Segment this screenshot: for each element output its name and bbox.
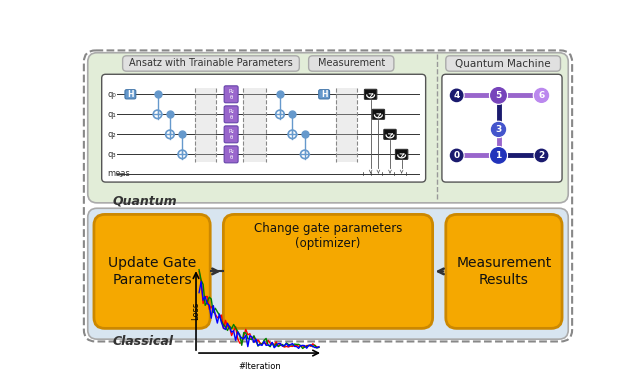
Text: Change gate parameters
(optimizer): Change gate parameters (optimizer) [254, 222, 402, 250]
Text: Measurement
Results: Measurement Results [456, 256, 552, 286]
FancyBboxPatch shape [224, 86, 238, 103]
Circle shape [491, 88, 506, 103]
Text: Quantum Machine: Quantum Machine [455, 59, 551, 69]
Text: Loss: Loss [191, 301, 200, 320]
FancyBboxPatch shape [224, 126, 238, 143]
FancyBboxPatch shape [84, 50, 572, 341]
FancyBboxPatch shape [364, 89, 377, 99]
FancyBboxPatch shape [102, 74, 426, 182]
Circle shape [490, 121, 507, 137]
Text: Ansatz with Trainable Parameters: Ansatz with Trainable Parameters [129, 59, 293, 69]
Text: H: H [321, 90, 328, 99]
Text: 4: 4 [454, 91, 460, 100]
Text: 6: 6 [538, 91, 545, 100]
Text: q₂: q₂ [107, 130, 116, 139]
Text: H: H [127, 90, 134, 99]
Text: Quantum: Quantum [113, 194, 177, 208]
FancyBboxPatch shape [372, 109, 385, 120]
Bar [195, 88, 216, 162]
Text: Classical: Classical [113, 335, 173, 348]
FancyBboxPatch shape [224, 106, 238, 123]
Circle shape [492, 123, 506, 136]
Text: 1: 1 [119, 173, 123, 178]
FancyBboxPatch shape [396, 149, 408, 159]
FancyBboxPatch shape [446, 215, 562, 328]
Text: R₂
θ: R₂ θ [228, 129, 234, 140]
FancyBboxPatch shape [442, 74, 562, 182]
Circle shape [490, 147, 508, 164]
FancyBboxPatch shape [88, 208, 568, 339]
FancyBboxPatch shape [88, 53, 568, 203]
FancyBboxPatch shape [319, 90, 330, 99]
Circle shape [449, 148, 464, 163]
Text: q₀: q₀ [107, 90, 116, 99]
Circle shape [451, 89, 463, 102]
FancyBboxPatch shape [123, 56, 300, 71]
Text: q₁: q₁ [107, 110, 116, 119]
Circle shape [534, 88, 548, 102]
FancyBboxPatch shape [384, 129, 396, 139]
Text: meas: meas [107, 169, 130, 178]
Circle shape [533, 87, 550, 104]
Text: 3: 3 [495, 125, 502, 134]
FancyBboxPatch shape [125, 90, 136, 99]
Text: Measurement: Measurement [317, 59, 385, 69]
Text: R₂
θ: R₂ θ [228, 149, 234, 160]
Circle shape [534, 148, 549, 163]
Text: 5: 5 [495, 91, 502, 100]
Bar [243, 88, 266, 162]
Text: Update Gate
Parameters: Update Gate Parameters [108, 256, 196, 286]
Circle shape [535, 149, 548, 161]
Circle shape [449, 88, 464, 103]
FancyBboxPatch shape [308, 56, 394, 71]
FancyBboxPatch shape [446, 56, 561, 71]
FancyBboxPatch shape [224, 146, 238, 163]
Text: q₃: q₃ [107, 150, 116, 159]
FancyBboxPatch shape [223, 215, 433, 328]
Text: 1: 1 [495, 151, 502, 160]
Circle shape [491, 148, 506, 163]
Text: R₂
θ: R₂ θ [228, 109, 234, 120]
Text: #Iteration: #Iteration [239, 362, 282, 371]
Circle shape [490, 87, 508, 104]
FancyBboxPatch shape [94, 215, 210, 328]
Circle shape [451, 149, 463, 161]
Text: 2: 2 [538, 151, 545, 160]
Bar [336, 88, 356, 162]
Text: 0: 0 [454, 151, 460, 160]
Text: R₂
θ: R₂ θ [228, 89, 234, 100]
